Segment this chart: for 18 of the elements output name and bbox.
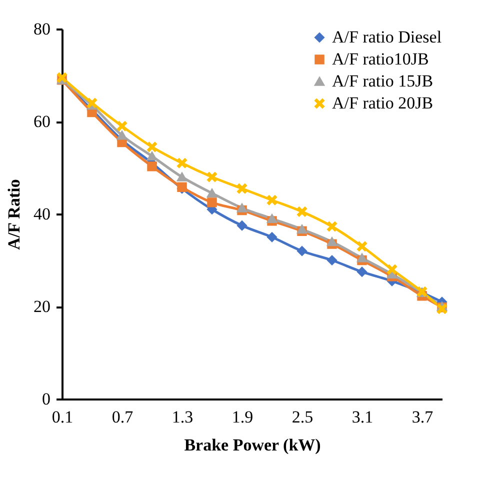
x-tick-label: 3.7 — [412, 408, 434, 426]
y-tick-label: 0 — [42, 390, 50, 408]
y-axis-title: A/F Ratio — [4, 179, 24, 250]
y-tick-label: 40 — [34, 204, 50, 224]
legend-label: A/F ratio 15JB — [332, 72, 434, 90]
y-tick-label: 20 — [34, 297, 50, 316]
x-tick-label: 1.3 — [172, 408, 194, 426]
x-tick-label: 2.5 — [292, 408, 314, 426]
x-tick-label: 0.1 — [52, 408, 74, 426]
legend-label: A/F ratio10JB — [332, 50, 429, 68]
x-tick-label: 0.7 — [112, 408, 134, 426]
x-axis-title: Brake Power (kW) — [184, 436, 321, 454]
y-tick-label: 80 — [34, 20, 50, 38]
legend-label: A/F ratio Diesel — [332, 28, 442, 46]
x-tick-label: 3.1 — [352, 408, 374, 426]
x-tick-label: 1.9 — [232, 408, 254, 426]
y-tick-label: 60 — [34, 112, 50, 131]
legend-label: A/F ratio 20JB — [332, 94, 434, 112]
